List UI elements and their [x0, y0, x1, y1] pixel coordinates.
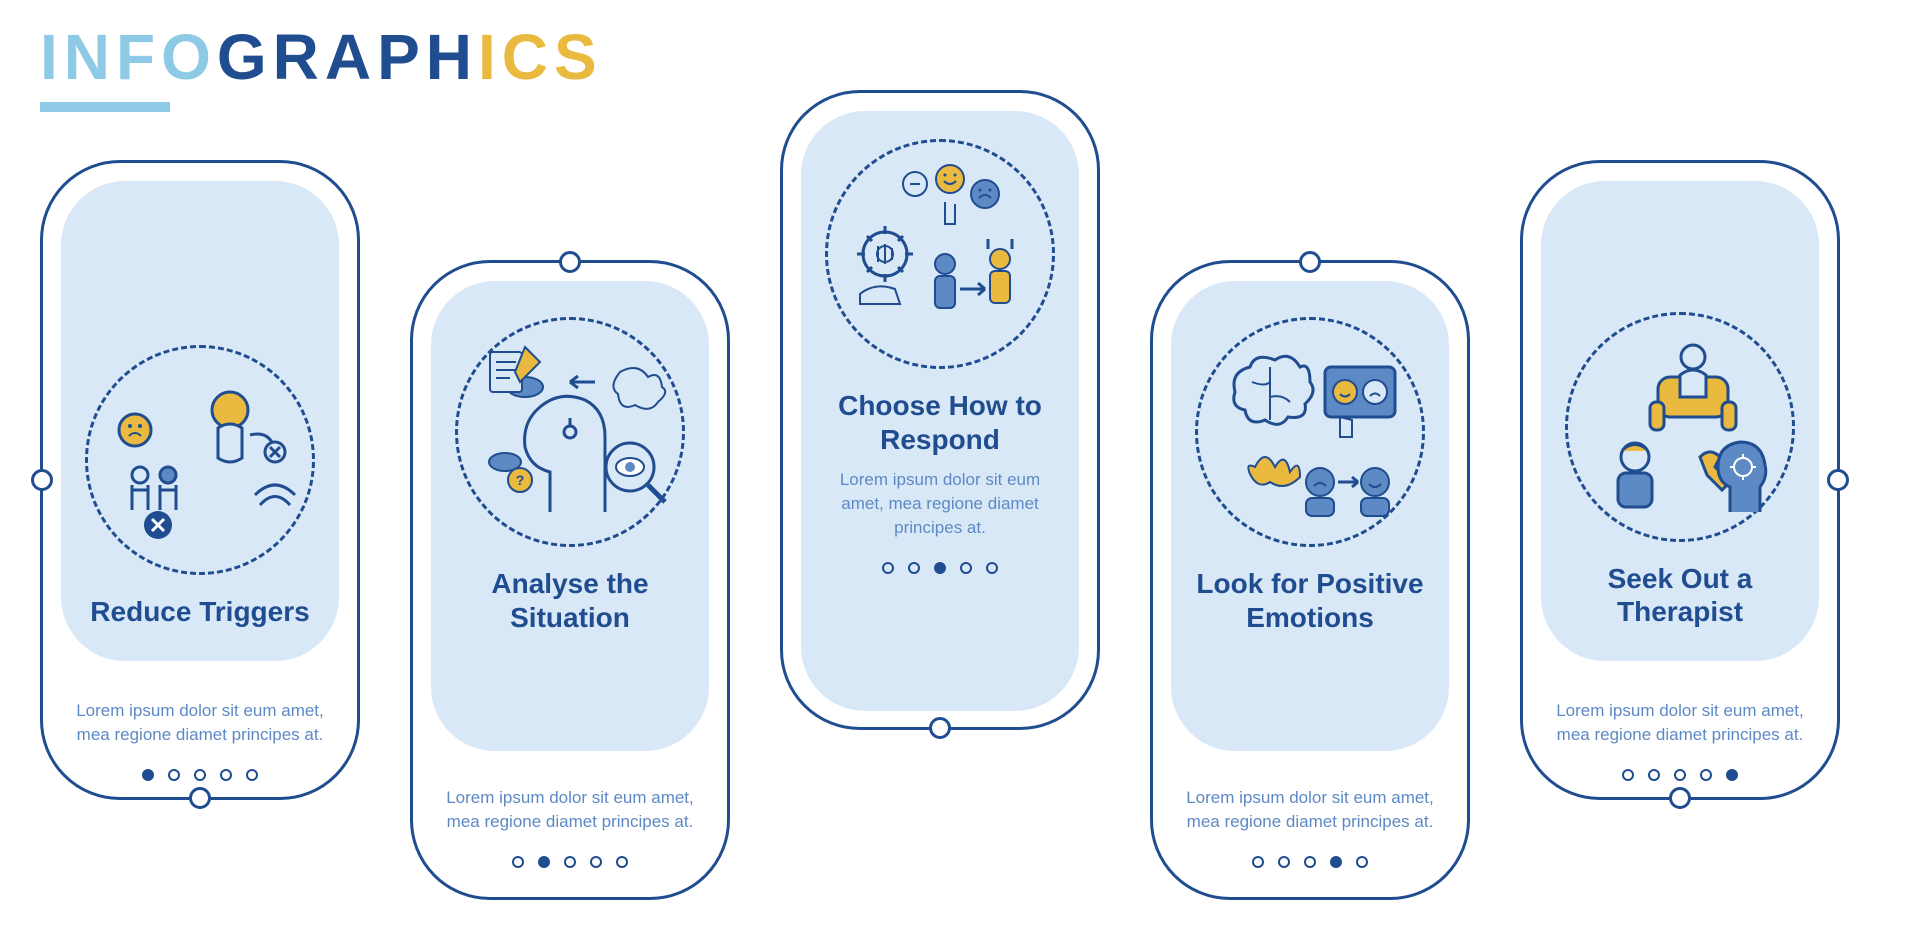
dot [564, 856, 576, 868]
dot [908, 562, 920, 574]
cards-container: Reduce Triggers Lorem ipsum dolor sit eu… [0, 80, 1920, 930]
step-dots [1553, 769, 1807, 781]
dot [1700, 769, 1712, 781]
step-dots [1180, 856, 1440, 868]
connector-dot [929, 717, 951, 739]
dot [616, 856, 628, 868]
card-description: Lorem ipsum dolor sit eum amet, mea regi… [1553, 699, 1807, 747]
card-panel: Choose How to Respond Lorem ipsum dolor … [801, 111, 1079, 711]
connector-dot [189, 787, 211, 809]
choose-respond-icon [825, 139, 1055, 369]
dot [1252, 856, 1264, 868]
card-panel: Seek Out a Therapist [1541, 181, 1819, 661]
dot [512, 856, 524, 868]
card-title: Choose How to Respond [819, 389, 1061, 456]
card-description: Lorem ipsum dolor sit eum amet, mea regi… [73, 699, 327, 747]
dot [1674, 769, 1686, 781]
dot [986, 562, 998, 574]
analyse-situation-icon: ? [455, 317, 685, 547]
dot [1622, 769, 1634, 781]
card-title: Reduce Triggers [90, 595, 309, 629]
card-description: Lorem ipsum dolor sit eum amet, mea regi… [819, 468, 1061, 539]
connector-dot [1827, 469, 1849, 491]
card-body: Lorem ipsum dolor sit eum amet, mea regi… [73, 683, 327, 781]
connector-dot [1299, 251, 1321, 273]
dot [934, 562, 946, 574]
card-title: Seek Out a Therapist [1559, 562, 1801, 629]
dot [1278, 856, 1290, 868]
card-panel: ? [431, 281, 709, 751]
dot [220, 769, 232, 781]
dot [960, 562, 972, 574]
seek-therapist-icon [1565, 312, 1795, 542]
card-panel: Reduce Triggers [61, 181, 339, 661]
card-title: Analyse the Situation [449, 567, 691, 634]
dot [1304, 856, 1316, 868]
dot [1726, 769, 1738, 781]
dot [882, 562, 894, 574]
step-dots [73, 769, 327, 781]
step-card-1: Reduce Triggers Lorem ipsum dolor sit eu… [40, 160, 360, 800]
card-4-body: Lorem ipsum dolor sit eum amet, mea regi… [1180, 770, 1440, 868]
card-title: Look for Positive Emotions [1189, 567, 1431, 634]
dot [168, 769, 180, 781]
dot [1356, 856, 1368, 868]
dot [1330, 856, 1342, 868]
connector-dot [1669, 787, 1691, 809]
card-body: Lorem ipsum dolor sit eum amet, mea regi… [1553, 683, 1807, 781]
card-2-body: Lorem ipsum dolor sit eum amet, mea regi… [440, 770, 700, 868]
step-dots [440, 856, 700, 868]
connector-dot [559, 251, 581, 273]
card-panel: Look for Positive Emotions [1171, 281, 1449, 751]
dot [194, 769, 206, 781]
step-dots [882, 562, 998, 574]
card-description: Lorem ipsum dolor sit eum amet, mea regi… [440, 786, 700, 834]
step-card-3: Choose How to Respond Lorem ipsum dolor … [780, 90, 1100, 730]
svg-text:?: ? [516, 472, 525, 488]
dot [142, 769, 154, 781]
card-description: Lorem ipsum dolor sit eum amet, mea regi… [1180, 786, 1440, 834]
reduce-triggers-icon [85, 345, 315, 575]
dot [590, 856, 602, 868]
dot [538, 856, 550, 868]
positive-emotions-icon [1195, 317, 1425, 547]
connector-dot [31, 469, 53, 491]
dot [1648, 769, 1660, 781]
dot [246, 769, 258, 781]
step-card-5: Seek Out a Therapist Lorem ipsum dolor s… [1520, 160, 1840, 800]
